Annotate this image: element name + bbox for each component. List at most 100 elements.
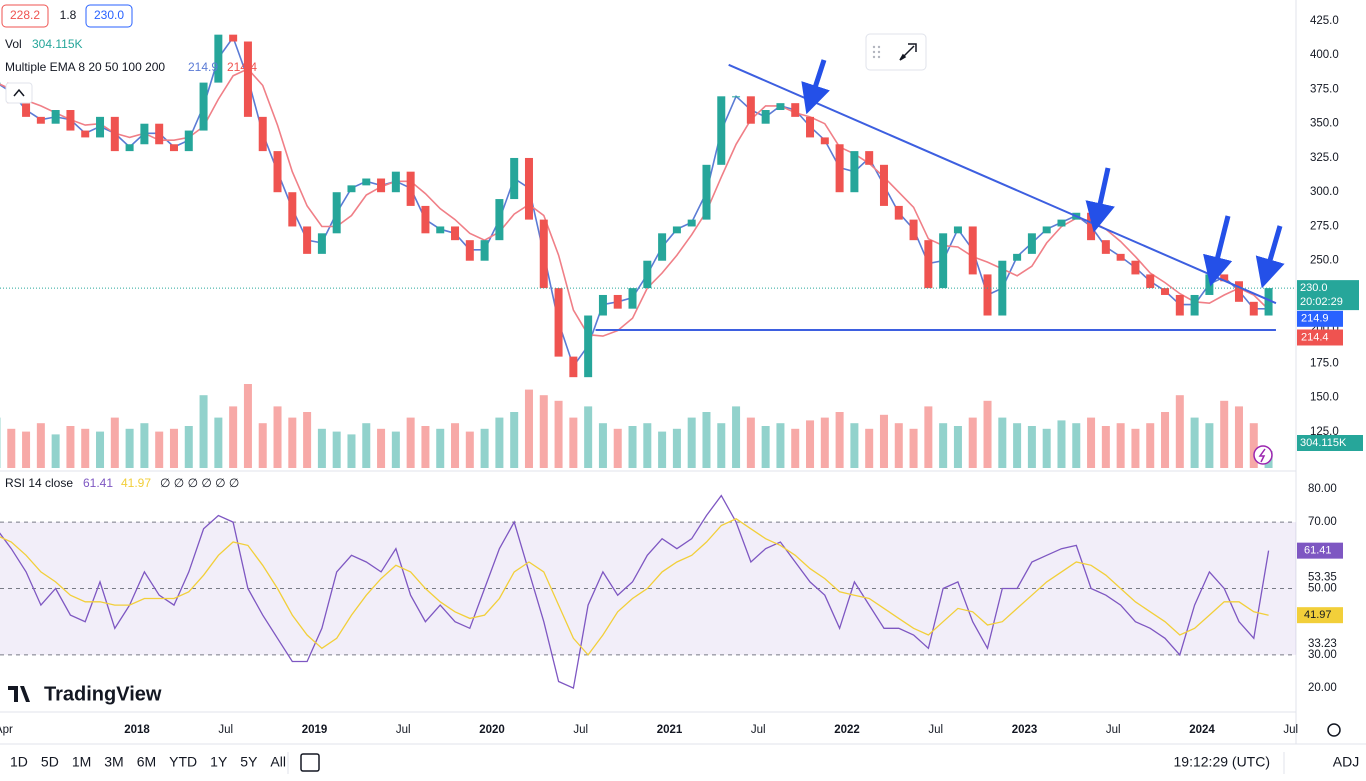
candle [1027,233,1036,254]
volume-tag [1297,435,1363,451]
price-tag [1297,280,1359,311]
candle [1190,294,1199,316]
candle [451,226,460,241]
candle [258,116,267,152]
candle [687,219,696,227]
volume-bar [1087,417,1096,468]
x-tick-label: 2023 [1012,724,1038,736]
clock: 19:12:29 (UTC) [1174,754,1270,770]
settings-icon[interactable] [1327,723,1341,737]
range-button[interactable]: 5D [41,754,59,770]
volume-bar [1116,423,1125,468]
candle [1264,288,1273,316]
arrow [1255,225,1285,289]
range-button[interactable]: 1Y [210,754,228,770]
volume-bar [1042,428,1051,468]
candle [732,96,741,98]
candle [1116,253,1125,261]
volume-bar [643,423,652,468]
candle [717,96,726,165]
volume-bar [332,431,341,468]
candle [672,226,681,234]
candle [140,123,149,145]
y-tick-label: 375.0 [1310,83,1339,95]
range-button[interactable]: 1D [10,754,28,770]
annotation-arrows [801,59,1285,289]
volume-bar [81,428,90,468]
candle [1101,240,1110,254]
candle [1205,274,1214,295]
volume-bar [214,417,223,468]
volume-bar [510,412,519,468]
volume-bar [998,417,1007,468]
candle [184,130,193,152]
volume-bar [421,426,430,468]
volume-bar [140,423,149,468]
rsi-tick-label: 50.00 [1308,583,1337,595]
candle [1042,226,1051,234]
candle [1087,212,1096,241]
drawing-toolbar[interactable] [865,33,927,71]
candle [66,110,75,131]
y-tick-label: 350.0 [1310,118,1339,130]
range-button[interactable]: 6M [137,754,156,770]
volume-bar [628,426,637,468]
rsi-tick-label: 70.00 [1308,516,1337,528]
calendar-icon[interactable] [300,753,320,772]
x-tick-label: Jul [573,724,588,736]
rsi-tick-label: 53.35 [1308,571,1337,583]
candle [865,151,874,165]
pen-icon[interactable] [899,43,917,61]
rsi-tag-label: 61.41 [1304,545,1332,557]
volume-value: 304.115K [32,37,83,51]
volume-bar [732,406,741,468]
volume-bar [377,428,386,468]
volume-bar [317,428,326,468]
candle [169,144,178,152]
candle [229,34,238,42]
candle [22,103,31,117]
rsi-extra: ∅ ∅ ∅ ∅ ∅ ∅ [160,476,239,490]
candle [96,116,105,138]
alert-bolt [1258,448,1266,463]
candle [406,171,415,206]
candle [155,123,164,145]
range-button[interactable]: 1M [72,754,91,770]
rsi-tick-label: 20.00 [1308,682,1337,694]
candle [465,240,474,261]
candle [968,226,977,275]
volume-bar [110,417,119,468]
volume-bar [850,423,859,468]
range-button[interactable]: YTD [169,754,197,770]
x-tick-label: Jul [751,724,766,736]
volume-bar [1249,423,1258,468]
volume-bar [436,428,445,468]
volume-bar [953,426,962,468]
x-tick-label: 2022 [834,724,860,736]
volume-bar [1161,412,1170,468]
rsi-tick-label: 80.00 [1308,483,1337,495]
candle [421,205,430,234]
adj-toggle[interactable]: ADJ [1333,754,1359,770]
candle [495,199,504,241]
range-button[interactable]: All [270,754,286,770]
range-button[interactable]: 5Y [240,754,258,770]
alert-icon[interactable] [1253,445,1273,465]
x-tick-label: Apr [0,724,13,736]
candle [524,157,533,220]
volume-bar [613,428,622,468]
candle [953,226,962,234]
volume-bar [1072,423,1081,468]
arrow [1203,215,1233,287]
rsi-tag [1297,542,1343,559]
candle [598,294,607,316]
rsi-tick-label: 30.00 [1308,649,1337,661]
ema-tag-label: 214.4 [1301,331,1329,343]
collapse-button[interactable] [5,82,33,104]
volume-bar [1205,423,1214,468]
candle [347,185,356,193]
volume-bar [155,431,164,468]
range-button[interactable]: 3M [104,754,123,770]
candle [658,233,667,261]
ema-line [0,67,1270,337]
